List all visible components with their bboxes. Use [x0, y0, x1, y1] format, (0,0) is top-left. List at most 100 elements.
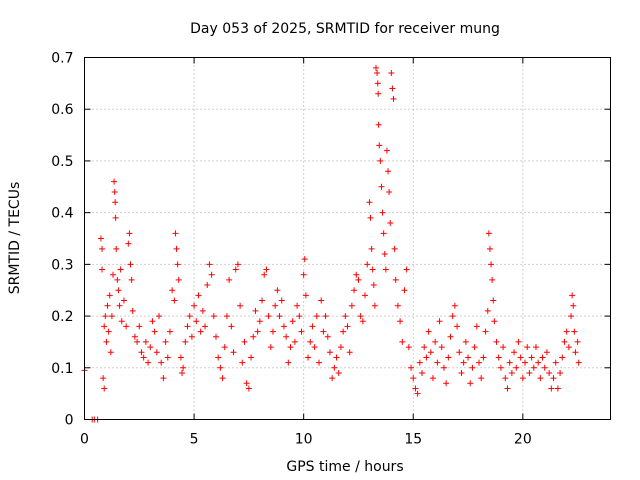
data-point — [491, 318, 498, 325]
data-point — [204, 282, 211, 289]
data-point — [378, 183, 385, 190]
data-point — [223, 313, 230, 320]
y-tick-label: 0.2 — [51, 309, 73, 325]
data-point — [272, 302, 279, 309]
data-point — [502, 375, 509, 382]
data-point — [561, 338, 568, 345]
data-point — [381, 251, 388, 258]
data-point — [429, 375, 436, 382]
data-point — [374, 80, 381, 87]
data-point — [280, 323, 287, 330]
data-point — [195, 292, 202, 299]
data-point — [522, 359, 529, 366]
data-point — [254, 328, 261, 335]
data-point — [111, 178, 118, 185]
data-point — [423, 354, 430, 361]
data-point — [440, 364, 447, 371]
data-point — [495, 354, 502, 361]
data-point — [414, 390, 421, 397]
data-point — [382, 266, 389, 273]
data-point — [482, 328, 489, 335]
data-point — [443, 380, 450, 387]
data-point — [287, 344, 294, 351]
data-point — [432, 338, 439, 345]
data-point — [344, 323, 351, 330]
data-point — [488, 261, 495, 268]
data-point — [140, 354, 147, 361]
data-point — [182, 338, 189, 345]
plot-frame — [84, 57, 611, 420]
data-point — [386, 188, 393, 195]
data-point — [153, 349, 160, 356]
data-point — [206, 261, 213, 268]
data-point — [554, 385, 561, 392]
data-point — [138, 349, 145, 356]
data-point — [489, 276, 496, 283]
data-point — [571, 328, 578, 335]
data-point — [427, 349, 434, 356]
data-point — [99, 245, 106, 252]
data-point — [421, 344, 428, 351]
data-point — [369, 266, 376, 273]
data-point — [524, 344, 531, 351]
data-point — [548, 385, 555, 392]
data-point — [102, 313, 109, 320]
data-point — [569, 292, 576, 299]
data-point — [267, 344, 274, 351]
data-point — [213, 333, 219, 340]
data-point — [565, 344, 572, 351]
data-point — [513, 364, 520, 371]
data-point — [184, 323, 191, 330]
data-point — [115, 287, 122, 294]
data-point — [285, 359, 292, 366]
data-point — [401, 287, 408, 294]
data-point — [425, 328, 432, 335]
data-point — [385, 168, 392, 175]
data-point — [438, 344, 445, 351]
data-point — [106, 292, 113, 299]
data-point — [145, 359, 152, 366]
data-point — [180, 364, 187, 371]
data-point — [311, 344, 318, 351]
axis-ticks: 0 5 10 15 20 0 0.1 0.2 0.3 0.4 0.5 0.6 0.7 — [51, 51, 611, 448]
data-point — [128, 276, 135, 283]
data-point — [234, 261, 241, 268]
data-point — [451, 302, 458, 309]
data-point — [557, 369, 564, 376]
data-point — [324, 333, 331, 340]
data-point — [530, 364, 537, 371]
data-point — [390, 95, 397, 102]
data-point — [149, 318, 156, 325]
data-point — [136, 323, 143, 330]
data-point — [447, 333, 454, 340]
data-point — [241, 338, 248, 345]
data-point — [160, 375, 167, 382]
y-axis-label: SRMTID / TECUs — [7, 182, 23, 295]
data-point — [237, 302, 244, 309]
data-point — [174, 261, 181, 268]
data-point — [316, 359, 323, 366]
data-point — [305, 354, 312, 361]
data-point — [377, 157, 384, 164]
data-point — [552, 359, 559, 366]
data-point — [329, 375, 336, 382]
data-point — [376, 142, 383, 149]
data-point — [134, 338, 141, 345]
data-point — [359, 318, 366, 325]
data-point — [239, 359, 246, 366]
x-tick-label: 15 — [404, 432, 422, 448]
grid — [84, 57, 611, 420]
x-tick-label: 20 — [514, 432, 532, 448]
data-point — [179, 369, 186, 376]
data-point — [476, 359, 482, 366]
data-point — [532, 344, 539, 351]
data-point — [559, 354, 566, 361]
data-point — [171, 297, 178, 304]
data-point — [276, 313, 283, 320]
data-point — [541, 364, 548, 371]
data-point — [199, 307, 206, 314]
data-point — [517, 354, 524, 361]
data-point — [221, 344, 228, 351]
data-point — [563, 328, 570, 335]
